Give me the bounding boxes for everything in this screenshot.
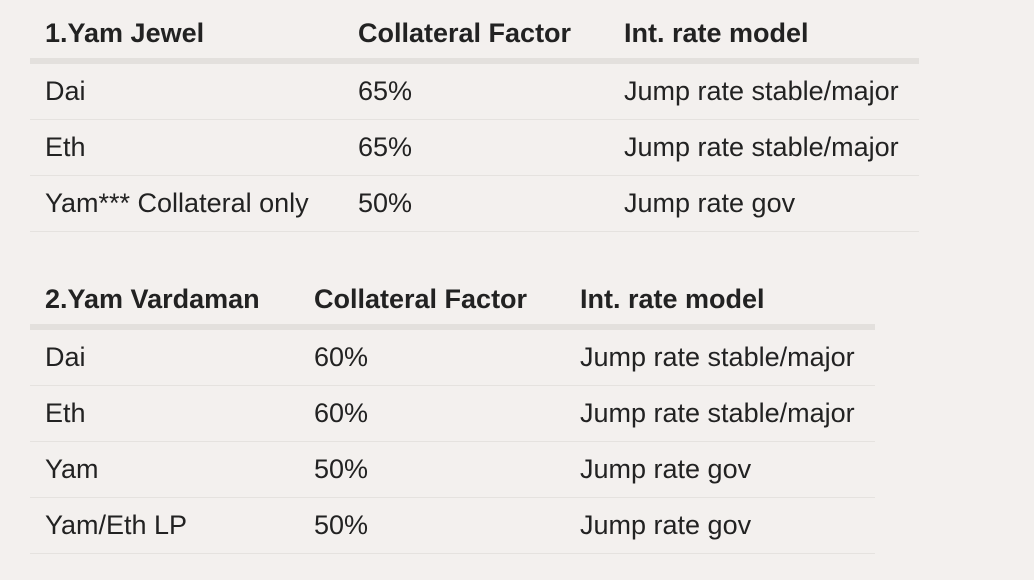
collateral-factor-cell: 60% xyxy=(299,385,565,442)
collateral-factor-cell: 50% xyxy=(343,175,609,232)
market-cell: Yam/Eth LP xyxy=(30,497,299,554)
market-cell: Dai xyxy=(30,61,343,120)
table-row: Dai 65% Jump rate stable/major xyxy=(30,61,919,120)
int-rate-model-cell: Jump rate stable/major xyxy=(565,327,875,386)
collateral-factor-cell: 65% xyxy=(343,61,609,120)
int-rate-model-cell: Jump rate gov xyxy=(565,497,875,554)
column-header-int-rate-model: Int. rate model xyxy=(565,274,875,330)
table-row: Eth 60% Jump rate stable/major xyxy=(30,385,875,442)
market-cell: Eth xyxy=(30,385,299,442)
collateral-factor-cell: 60% xyxy=(299,327,565,386)
yam-vardaman-table: 2.Yam Vardaman Collateral Factor Int. ra… xyxy=(30,274,875,554)
table-header-row: 2.Yam Vardaman Collateral Factor Int. ra… xyxy=(30,274,875,330)
market-cell: Eth xyxy=(30,119,343,176)
market-cell: Dai xyxy=(30,327,299,386)
table-row: Eth 65% Jump rate stable/major xyxy=(30,119,919,176)
table-row: Yam/Eth LP 50% Jump rate gov xyxy=(30,497,875,554)
column-header-market: 2.Yam Vardaman xyxy=(30,274,299,330)
table-row: Yam*** Collateral only 50% Jump rate gov xyxy=(30,175,919,232)
column-header-collateral-factor: Collateral Factor xyxy=(299,274,565,330)
table-row: Dai 60% Jump rate stable/major xyxy=(30,327,875,386)
int-rate-model-cell: Jump rate stable/major xyxy=(565,385,875,442)
column-header-int-rate-model: Int. rate model xyxy=(609,8,919,64)
market-cell: Yam xyxy=(30,441,299,498)
collateral-factor-cell: 50% xyxy=(299,497,565,554)
int-rate-model-cell: Jump rate stable/major xyxy=(609,61,919,120)
int-rate-model-cell: Jump rate gov xyxy=(609,175,919,232)
collateral-factor-cell: 50% xyxy=(299,441,565,498)
column-header-collateral-factor: Collateral Factor xyxy=(343,8,609,64)
market-cell: Yam*** Collateral only xyxy=(30,175,343,232)
int-rate-model-cell: Jump rate gov xyxy=(565,441,875,498)
table-row: Yam 50% Jump rate gov xyxy=(30,441,875,498)
column-header-market: 1.Yam Jewel xyxy=(30,8,343,64)
table-header-row: 1.Yam Jewel Collateral Factor Int. rate … xyxy=(30,8,919,64)
yam-jewel-table: 1.Yam Jewel Collateral Factor Int. rate … xyxy=(30,8,919,232)
collateral-factor-cell: 65% xyxy=(343,119,609,176)
int-rate-model-cell: Jump rate stable/major xyxy=(609,119,919,176)
